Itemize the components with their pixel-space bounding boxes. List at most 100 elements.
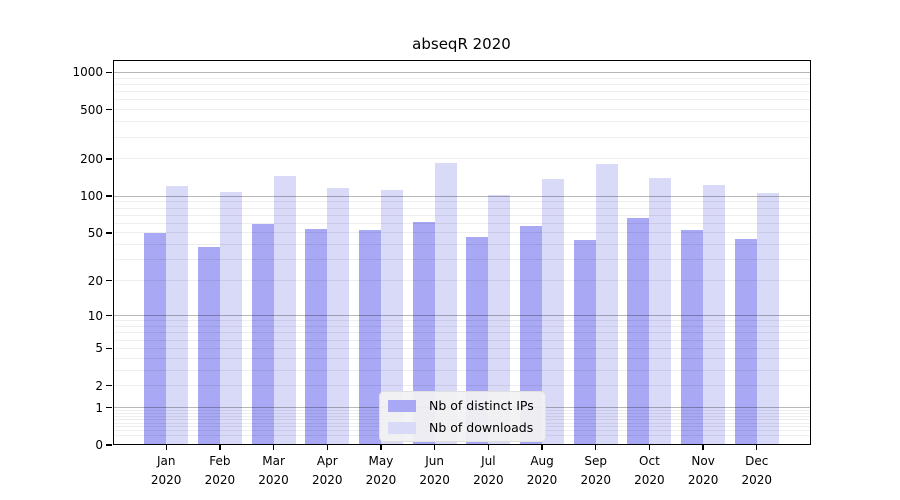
x-tick-mark — [272, 445, 275, 450]
gridline-minor — [112, 326, 811, 327]
bar-distinct-ips — [734, 238, 757, 445]
bar-distinct-ips — [197, 247, 220, 445]
gridline-minor — [112, 259, 811, 261]
x-tick-label: Feb 2020 — [204, 454, 236, 487]
y-tick-label: 5 — [95, 341, 103, 356]
bar-distinct-ips — [412, 221, 435, 445]
x-tick-mark — [219, 445, 221, 450]
gridline-major — [112, 195, 811, 197]
bar-downloads — [327, 188, 350, 445]
bar-distinct-ips — [144, 232, 167, 445]
bar-distinct-ips — [251, 224, 274, 445]
gridline-minor — [112, 357, 811, 359]
gridline-minor — [112, 339, 811, 341]
y-tick-mark — [106, 385, 112, 387]
legend-swatch-downloads — [388, 421, 416, 434]
bar-downloads — [756, 192, 779, 445]
bar-downloads — [380, 189, 403, 445]
gridline-minor — [112, 280, 811, 282]
y-tick-mark — [106, 347, 112, 350]
bar-distinct-ips — [681, 229, 704, 445]
x-tick-mark — [756, 445, 758, 450]
bar-downloads — [649, 178, 672, 445]
bar-distinct-ips — [573, 239, 596, 445]
x-tick-mark — [648, 445, 651, 450]
bar-distinct-ips — [520, 226, 543, 445]
x-tick-mark — [380, 445, 382, 450]
gridline-minor — [112, 332, 811, 334]
gridline-minor — [112, 99, 811, 101]
x-tick-mark — [165, 445, 167, 450]
legend-swatch-distinct-ips — [388, 399, 416, 412]
y-tick-mark — [106, 406, 112, 409]
bar-downloads — [542, 178, 565, 445]
y-tick-mark — [106, 280, 112, 282]
x-tick-label: Jun 2020 — [419, 454, 450, 487]
y-tick-mark — [106, 195, 112, 197]
y-tick-label: 2 — [95, 378, 103, 393]
bar-downloads — [434, 163, 457, 445]
gridline-minor — [112, 83, 811, 85]
x-tick-mark — [487, 445, 489, 450]
x-tick-label: Mar 2020 — [258, 454, 289, 487]
y-tick-mark — [106, 232, 112, 234]
gridline-major — [112, 315, 811, 317]
y-tick-label: 10 — [87, 308, 103, 323]
gridline-minor — [112, 222, 811, 224]
x-tick-label: Jul 2020 — [473, 454, 504, 487]
y-tick-label: 200 — [80, 151, 103, 166]
legend-label-downloads: Nb of downloads — [429, 420, 534, 435]
plot-area — [112, 60, 811, 445]
y-tick-label: 1 — [95, 400, 103, 415]
bar-distinct-ips — [627, 218, 650, 445]
x-tick-mark — [541, 445, 543, 450]
bar-downloads — [595, 164, 618, 445]
gridline-minor — [112, 91, 811, 93]
y-tick-label: 1000 — [72, 65, 103, 80]
bar-distinct-ips — [305, 228, 328, 445]
gridline-minor — [112, 244, 811, 246]
x-tick-mark — [595, 445, 597, 450]
legend-label-distinct-ips: Nb of distinct IPs — [429, 398, 534, 413]
chart-title: abseqR 2020 — [412, 35, 511, 53]
gridline-minor — [112, 320, 811, 322]
gridline-major — [112, 71, 811, 73]
x-tick-label: Aug 2020 — [526, 454, 558, 487]
y-tick-mark — [106, 109, 112, 111]
y-tick-label: 100 — [80, 189, 103, 204]
bar-downloads — [273, 176, 296, 445]
gridline-minor — [112, 201, 811, 203]
y-tick-label: 500 — [80, 102, 103, 117]
bar-downloads — [219, 192, 242, 445]
x-tick-label: Nov 2020 — [687, 454, 719, 487]
x-tick-label: Jan 2020 — [150, 454, 182, 487]
y-tick-mark — [106, 444, 112, 446]
x-tick-label: Sep 2020 — [580, 454, 611, 487]
gridline-minor — [112, 136, 811, 138]
y-tick-label: 50 — [87, 225, 103, 240]
legend-item-downloads: Nb of downloads — [388, 420, 534, 435]
bar-downloads — [166, 186, 189, 445]
gridline-minor — [112, 109, 811, 111]
legend: Nb of distinct IPs Nb of downloads — [379, 391, 546, 442]
x-tick-mark — [702, 445, 704, 450]
y-tick-mark — [106, 315, 112, 317]
gridline-minor — [112, 369, 811, 371]
gridline-minor — [112, 232, 811, 234]
gridline-minor — [112, 385, 811, 387]
legend-item-distinct-ips: Nb of distinct IPs — [388, 398, 534, 413]
y-tick-mark — [106, 71, 112, 74]
y-tick-mark — [106, 158, 112, 160]
bar-downloads — [488, 195, 511, 445]
y-tick-label: 0 — [95, 438, 103, 452]
x-tick-mark — [434, 445, 436, 450]
gridline-minor — [112, 158, 811, 160]
y-tick-label: 20 — [87, 273, 103, 288]
gridline-minor — [112, 214, 811, 216]
x-tick-mark — [326, 445, 328, 450]
bar-distinct-ips — [358, 229, 381, 445]
x-tick-label: Oct 2020 — [634, 454, 665, 487]
gridline-minor — [112, 121, 811, 123]
gridline-minor — [112, 207, 811, 209]
